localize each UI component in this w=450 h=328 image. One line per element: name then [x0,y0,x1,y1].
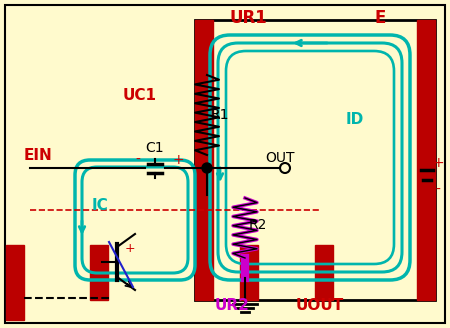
Text: -: - [135,153,140,167]
Text: IC: IC [92,197,108,213]
Bar [315,245,333,300]
Bar [240,245,258,300]
Text: UR2: UR2 [215,297,249,313]
Bar [6,245,24,320]
Text: +: + [125,241,135,255]
Text: -: - [436,183,441,197]
Circle shape [202,163,212,173]
Text: R2: R2 [249,218,267,232]
Text: R1: R1 [211,108,229,122]
Text: UR1: UR1 [229,9,267,27]
Text: +: + [432,156,444,170]
Bar [195,20,213,300]
Bar [90,245,108,300]
Bar [417,20,435,300]
Text: ID: ID [346,113,364,128]
Bar [195,20,435,300]
Text: UC1: UC1 [123,88,157,102]
Text: E: E [374,9,386,27]
Text: +: + [172,153,184,167]
Text: OUT: OUT [265,151,295,165]
Text: EIN: EIN [23,148,52,162]
Text: C1: C1 [146,141,164,155]
Text: UOUT: UOUT [296,297,344,313]
